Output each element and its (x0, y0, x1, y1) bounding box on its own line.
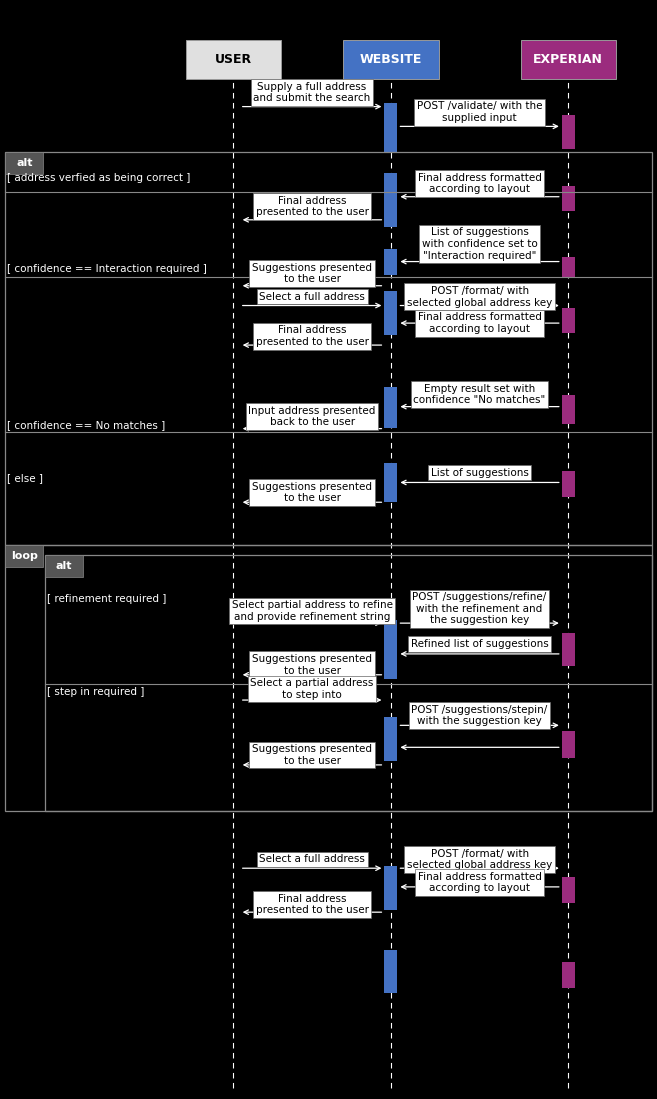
Text: POST /suggestions/stepin/
with the suggestion key: POST /suggestions/stepin/ with the sugge… (411, 704, 548, 726)
Text: Final address
presented to the user: Final address presented to the user (256, 893, 369, 915)
Text: POST /validate/ with the
supplied input: POST /validate/ with the supplied input (417, 101, 543, 123)
Text: [ confidence == No matches ]: [ confidence == No matches ] (7, 420, 165, 431)
Text: alt: alt (55, 560, 72, 571)
Text: [ address verfied as being correct ]: [ address verfied as being correct ] (7, 173, 190, 184)
Bar (45, 555, 652, 811)
FancyBboxPatch shape (384, 866, 397, 910)
FancyBboxPatch shape (185, 40, 281, 79)
Text: Refined list of suggestions: Refined list of suggestions (411, 639, 549, 650)
FancyBboxPatch shape (384, 291, 397, 335)
Text: [ step in required ]: [ step in required ] (47, 687, 145, 698)
Text: loop: loop (11, 551, 37, 562)
Text: Select a partial address
to step into: Select a partial address to step into (250, 678, 374, 700)
Text: [ refinement required ]: [ refinement required ] (47, 593, 167, 604)
Bar (5, 152, 652, 545)
Text: Final address
presented to the user: Final address presented to the user (256, 325, 369, 347)
Text: List of suggestions
with confidence set to
"Interaction required": List of suggestions with confidence set … (422, 227, 537, 260)
FancyBboxPatch shape (5, 545, 43, 567)
FancyBboxPatch shape (562, 962, 575, 988)
Text: WEBSITE: WEBSITE (360, 53, 422, 66)
Bar (5, 545, 652, 811)
FancyBboxPatch shape (384, 717, 397, 761)
Text: Suggestions presented
to the user: Suggestions presented to the user (252, 744, 372, 766)
FancyBboxPatch shape (562, 471, 575, 497)
FancyBboxPatch shape (384, 387, 397, 428)
Text: Input address presented
back to the user: Input address presented back to the user (248, 406, 376, 428)
Text: [ confidence == Interaction required ]: [ confidence == Interaction required ] (7, 264, 206, 275)
Text: Suggestions presented
to the user: Suggestions presented to the user (252, 654, 372, 676)
Text: Select partial address to refine
and provide refinement string: Select partial address to refine and pro… (231, 600, 393, 622)
Text: USER: USER (215, 53, 252, 66)
Text: Empty result set with
confidence "No matches": Empty result set with confidence "No mat… (413, 384, 546, 406)
Text: POST /format/ with
selected global address key: POST /format/ with selected global addre… (407, 848, 553, 870)
Text: EXPERIAN: EXPERIAN (533, 53, 603, 66)
FancyBboxPatch shape (45, 555, 83, 577)
FancyBboxPatch shape (384, 463, 397, 502)
FancyBboxPatch shape (562, 633, 575, 666)
FancyBboxPatch shape (343, 40, 439, 79)
FancyBboxPatch shape (562, 257, 575, 277)
FancyBboxPatch shape (384, 950, 397, 993)
FancyBboxPatch shape (562, 308, 575, 333)
FancyBboxPatch shape (384, 620, 397, 679)
FancyBboxPatch shape (562, 115, 575, 149)
Text: POST /suggestions/refine/
with the refinement and
the suggestion key: POST /suggestions/refine/ with the refin… (413, 592, 547, 625)
Text: POST /format/ with
selected global address key: POST /format/ with selected global addre… (407, 286, 553, 308)
FancyBboxPatch shape (562, 731, 575, 758)
Text: Select a full address: Select a full address (259, 854, 365, 865)
FancyBboxPatch shape (562, 395, 575, 424)
Text: Final address formatted
according to layout: Final address formatted according to lay… (418, 312, 541, 334)
FancyBboxPatch shape (520, 40, 616, 79)
Text: Final address formatted
according to layout: Final address formatted according to lay… (418, 173, 541, 195)
FancyBboxPatch shape (384, 173, 397, 227)
FancyBboxPatch shape (384, 103, 397, 152)
FancyBboxPatch shape (562, 186, 575, 211)
FancyBboxPatch shape (384, 249, 397, 275)
FancyBboxPatch shape (5, 152, 43, 174)
Text: Suggestions presented
to the user: Suggestions presented to the user (252, 481, 372, 503)
Text: List of suggestions: List of suggestions (431, 467, 528, 478)
Text: Suggestions presented
to the user: Suggestions presented to the user (252, 263, 372, 285)
Text: alt: alt (16, 157, 33, 168)
Text: [ else ]: [ else ] (7, 473, 43, 484)
Text: Select a full address: Select a full address (259, 291, 365, 302)
Text: Final address formatted
according to layout: Final address formatted according to lay… (418, 872, 541, 893)
Text: Supply a full address
and submit the search: Supply a full address and submit the sea… (254, 81, 371, 103)
FancyBboxPatch shape (562, 877, 575, 903)
Text: Final address
presented to the user: Final address presented to the user (256, 196, 369, 218)
